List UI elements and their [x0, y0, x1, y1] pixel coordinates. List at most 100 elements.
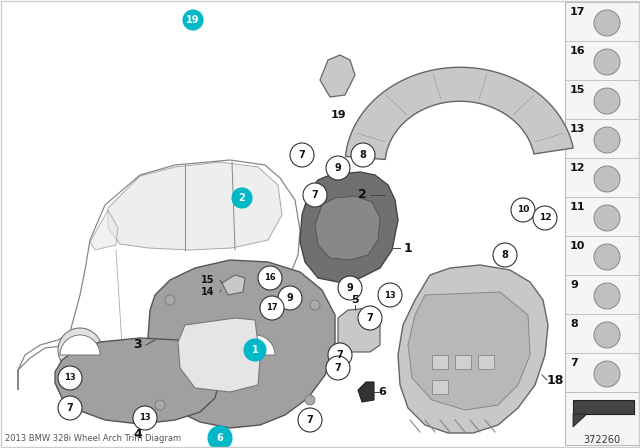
- Circle shape: [594, 361, 620, 387]
- Polygon shape: [90, 210, 118, 250]
- Polygon shape: [148, 260, 335, 428]
- Circle shape: [155, 400, 165, 410]
- Polygon shape: [178, 318, 260, 392]
- Circle shape: [594, 88, 620, 114]
- Text: 1: 1: [404, 241, 412, 254]
- Polygon shape: [398, 265, 548, 433]
- Circle shape: [594, 205, 620, 231]
- Text: 7: 7: [67, 403, 74, 413]
- Circle shape: [133, 406, 157, 430]
- Text: 6: 6: [216, 433, 223, 443]
- Circle shape: [328, 343, 352, 367]
- Text: 16: 16: [264, 273, 276, 283]
- Circle shape: [58, 366, 82, 390]
- Circle shape: [326, 156, 350, 180]
- Polygon shape: [573, 414, 587, 427]
- Polygon shape: [573, 400, 634, 414]
- Text: 8: 8: [502, 250, 508, 260]
- Text: 1: 1: [252, 345, 259, 355]
- Text: 7: 7: [312, 190, 318, 200]
- Circle shape: [310, 300, 320, 310]
- Text: 13: 13: [570, 124, 586, 134]
- Circle shape: [493, 243, 517, 267]
- Text: 7: 7: [337, 350, 344, 360]
- Circle shape: [58, 328, 102, 372]
- Text: 9: 9: [287, 293, 293, 303]
- Circle shape: [258, 266, 282, 290]
- Text: 15: 15: [201, 275, 215, 285]
- Polygon shape: [222, 275, 245, 295]
- Text: 9: 9: [570, 280, 578, 290]
- Text: 19: 19: [330, 110, 346, 120]
- Text: 8: 8: [360, 150, 367, 160]
- Circle shape: [278, 286, 302, 310]
- Wedge shape: [60, 335, 100, 355]
- Circle shape: [165, 295, 175, 305]
- Circle shape: [594, 127, 620, 153]
- Text: 15: 15: [570, 85, 586, 95]
- Text: 16: 16: [570, 46, 586, 56]
- Text: 7: 7: [299, 150, 305, 160]
- Text: 11: 11: [570, 202, 586, 212]
- FancyBboxPatch shape: [432, 355, 448, 369]
- Text: 13: 13: [64, 374, 76, 383]
- Text: 5: 5: [351, 295, 359, 305]
- Circle shape: [511, 198, 535, 222]
- Text: 7: 7: [307, 415, 314, 425]
- Text: 6: 6: [378, 387, 386, 397]
- FancyBboxPatch shape: [565, 2, 639, 445]
- Text: 12: 12: [570, 163, 586, 173]
- Text: 10: 10: [570, 241, 586, 251]
- Wedge shape: [235, 335, 275, 355]
- Circle shape: [594, 10, 620, 36]
- Circle shape: [533, 206, 557, 230]
- Circle shape: [208, 426, 232, 448]
- Circle shape: [183, 10, 203, 30]
- Text: 7: 7: [335, 363, 341, 373]
- Text: 372260: 372260: [584, 435, 621, 445]
- Circle shape: [594, 166, 620, 192]
- Text: 13: 13: [139, 414, 151, 422]
- Circle shape: [326, 356, 350, 380]
- Circle shape: [378, 283, 402, 307]
- Text: 7: 7: [367, 313, 373, 323]
- Circle shape: [305, 395, 315, 405]
- Text: 13: 13: [384, 290, 396, 300]
- Circle shape: [298, 408, 322, 432]
- Circle shape: [233, 328, 277, 372]
- Polygon shape: [408, 292, 530, 410]
- Polygon shape: [18, 160, 300, 390]
- Text: 10: 10: [517, 206, 529, 215]
- Text: 3: 3: [134, 339, 142, 352]
- FancyBboxPatch shape: [455, 355, 471, 369]
- FancyBboxPatch shape: [432, 380, 448, 394]
- Circle shape: [594, 322, 620, 348]
- Circle shape: [351, 143, 375, 167]
- Polygon shape: [300, 172, 398, 282]
- Circle shape: [260, 296, 284, 320]
- Text: 2013 BMW 328i Wheel Arch Trim Diagram: 2013 BMW 328i Wheel Arch Trim Diagram: [5, 434, 181, 443]
- Polygon shape: [346, 67, 573, 159]
- Circle shape: [58, 396, 82, 420]
- Text: 2: 2: [239, 193, 245, 203]
- Polygon shape: [55, 338, 220, 424]
- Circle shape: [358, 306, 382, 330]
- Text: 17: 17: [570, 7, 586, 17]
- Polygon shape: [358, 382, 374, 402]
- Text: 14: 14: [201, 287, 215, 297]
- Text: 17: 17: [266, 303, 278, 313]
- Text: 8: 8: [570, 319, 578, 329]
- Circle shape: [303, 183, 327, 207]
- Polygon shape: [108, 162, 282, 250]
- Text: 9: 9: [347, 283, 353, 293]
- Circle shape: [232, 188, 252, 208]
- FancyBboxPatch shape: [478, 355, 494, 369]
- Text: 18: 18: [547, 374, 564, 387]
- Polygon shape: [338, 308, 380, 352]
- Circle shape: [338, 276, 362, 300]
- Text: 2: 2: [358, 189, 366, 202]
- Text: 12: 12: [539, 214, 551, 223]
- Circle shape: [290, 143, 314, 167]
- Text: 4: 4: [134, 428, 142, 441]
- Circle shape: [594, 283, 620, 309]
